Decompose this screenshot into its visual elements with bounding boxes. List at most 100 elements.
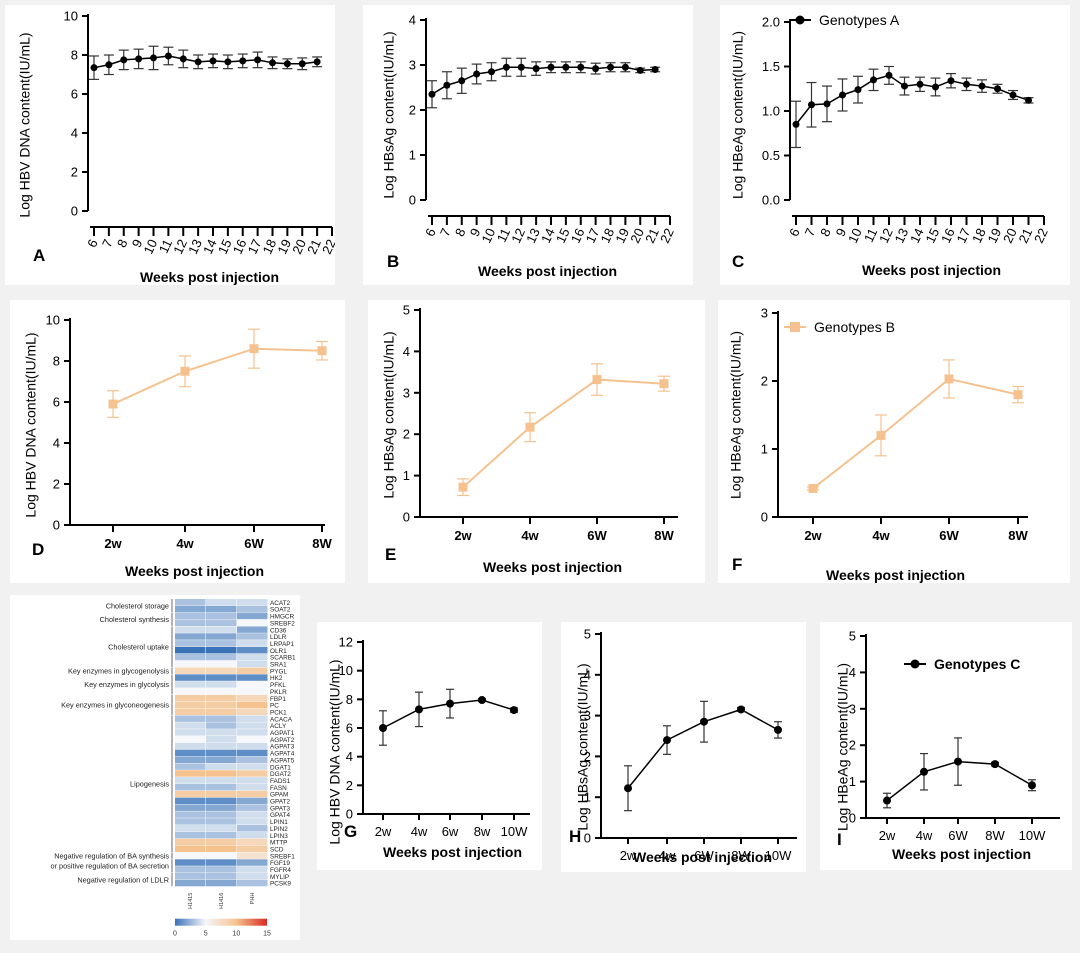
heatmap-cell (175, 783, 206, 791)
x-tick-label: 20 (1000, 226, 1020, 245)
data-point (249, 344, 259, 354)
x-tick-label: 15 (553, 226, 573, 245)
x-tick-label: 16 (230, 237, 250, 256)
heatmap-cell (175, 879, 206, 887)
x-tick-label: 14 (907, 226, 927, 245)
y-tick-label: 2 (584, 749, 591, 764)
x-tick-label: 10W (765, 848, 792, 863)
data-point (562, 63, 570, 71)
data-point (317, 346, 327, 356)
x-tick-label: 18 (598, 226, 618, 245)
y-tick-label: 4 (849, 665, 856, 680)
y-tick-label: 2 (346, 778, 353, 793)
colorbar-tick-label: 10 (232, 931, 240, 938)
heatmap-cell (175, 599, 206, 606)
heatmap-cell (237, 667, 268, 674)
x-axis-title: Weeks post injection (862, 262, 1001, 278)
heatmap-cell (206, 694, 237, 702)
gene-label: PFKL (270, 682, 286, 689)
gene-label: AGPAT3 (270, 744, 295, 751)
heatmap-cell (175, 626, 206, 633)
colorbar-tick-label: 0 (173, 931, 177, 938)
y-axis-title: Log HBV DNA content(IU/mL) (326, 659, 342, 844)
heatmap-cell (206, 674, 237, 681)
data-point (443, 81, 451, 89)
category-label: Cholesterol synthesis (100, 615, 170, 624)
series-line (431, 66, 656, 95)
y-tick-label: 1 (849, 774, 856, 789)
gene-label: DGAT1 (270, 764, 291, 771)
data-point (488, 68, 495, 76)
data-point (502, 63, 510, 71)
y-tick-label: 12 (339, 635, 353, 650)
panel-a: 0 2 4 6 8 10 6 7 8 9 10 11 12 13 14 15 16 17 18 19 20 21 22 Wee… (5, 5, 335, 285)
heatmap-cell (175, 722, 206, 729)
gene-label: AGPAT5 (270, 757, 295, 764)
colorbar (175, 918, 267, 926)
heatmap-cell (237, 674, 268, 681)
y-tick-label: 4 (403, 344, 410, 359)
x-tick-label: 17 (245, 237, 265, 256)
heatmap-cell (206, 742, 237, 750)
data-point (135, 55, 143, 63)
y-tick-label: 5 (403, 303, 410, 318)
gene-label: HK2 (270, 675, 283, 682)
colorbar-tick-label: 15 (263, 931, 271, 938)
x-axis-title: Weeks post injection (633, 849, 772, 865)
heatmap-cell (206, 838, 237, 846)
heatmap-cell (206, 859, 237, 866)
heatmap-cell (175, 811, 206, 818)
y-tick-label: 0 (584, 831, 591, 846)
x-tick-label: 10 (479, 226, 499, 245)
heatmap-cell (206, 708, 237, 716)
chart-d: 0 2 4 6 8 10 2w 4w 6W 8W Weeks post injection Log H… (22, 313, 332, 580)
heatmap-cell (175, 633, 206, 640)
x-tick-label: 2w (104, 536, 122, 551)
gene-label: MTTP (270, 840, 287, 847)
gene-label: ACLY (270, 723, 287, 730)
x-axis-title: Weeks post injection (478, 263, 617, 279)
heatmap-cell (175, 825, 206, 832)
heatmap-cell (237, 688, 268, 695)
y-tick-label: 8 (71, 48, 78, 63)
category-label: or positive regulation of BA secretion (51, 862, 169, 871)
chart-c: 0.00.51.01.52.06789101112131415161718192… (729, 12, 1050, 278)
heatmap-cell (206, 879, 237, 887)
heatmap-cell (175, 736, 206, 743)
chart-a: 0246810678910111213141516171819202122Wee… (16, 9, 335, 286)
series-line (795, 74, 1029, 125)
y-tick-label: 0 (403, 510, 410, 525)
gene-label: PC (270, 703, 279, 710)
data-point (883, 796, 891, 805)
y-tick-label: 8 (346, 692, 353, 707)
data-point (636, 66, 644, 74)
heatmap-cell (237, 701, 268, 709)
heatmap-cell (206, 777, 237, 784)
gene-label: AGPAT2 (270, 737, 295, 744)
heatmap-cell (175, 619, 206, 626)
panel-g: 0 2 4 6 8 10 12 2w 4w 6w 8w 10W Weeks post injection… (317, 622, 542, 870)
gene-label: GPAT3 (270, 805, 290, 812)
heatmap-cell (206, 612, 237, 620)
category-label: Key enzymes in glycolysis (84, 680, 169, 689)
x-tick-label: 18 (969, 226, 989, 245)
gene-label: SCD (270, 846, 284, 853)
data-point (1009, 91, 1017, 99)
gene-label: GPAT4 (270, 812, 290, 819)
legend-label: Genotypes A (819, 12, 900, 28)
heatmap-cell (206, 660, 237, 668)
heatmap-cell (237, 736, 268, 743)
data-point (179, 55, 187, 63)
heatmap-cell (175, 729, 206, 736)
panel-label: F (732, 555, 742, 574)
x-tick-label: 13 (185, 237, 205, 256)
heatmap-cell (237, 626, 268, 633)
x-tick-label: 10W (1019, 828, 1046, 843)
heatmap-cell (175, 756, 206, 763)
heatmap-cell (206, 722, 237, 729)
heatmap-cell (206, 831, 237, 839)
colorbar-tick-label: 5 (204, 931, 208, 938)
x-axis-title: Weeks post injection (125, 563, 264, 579)
